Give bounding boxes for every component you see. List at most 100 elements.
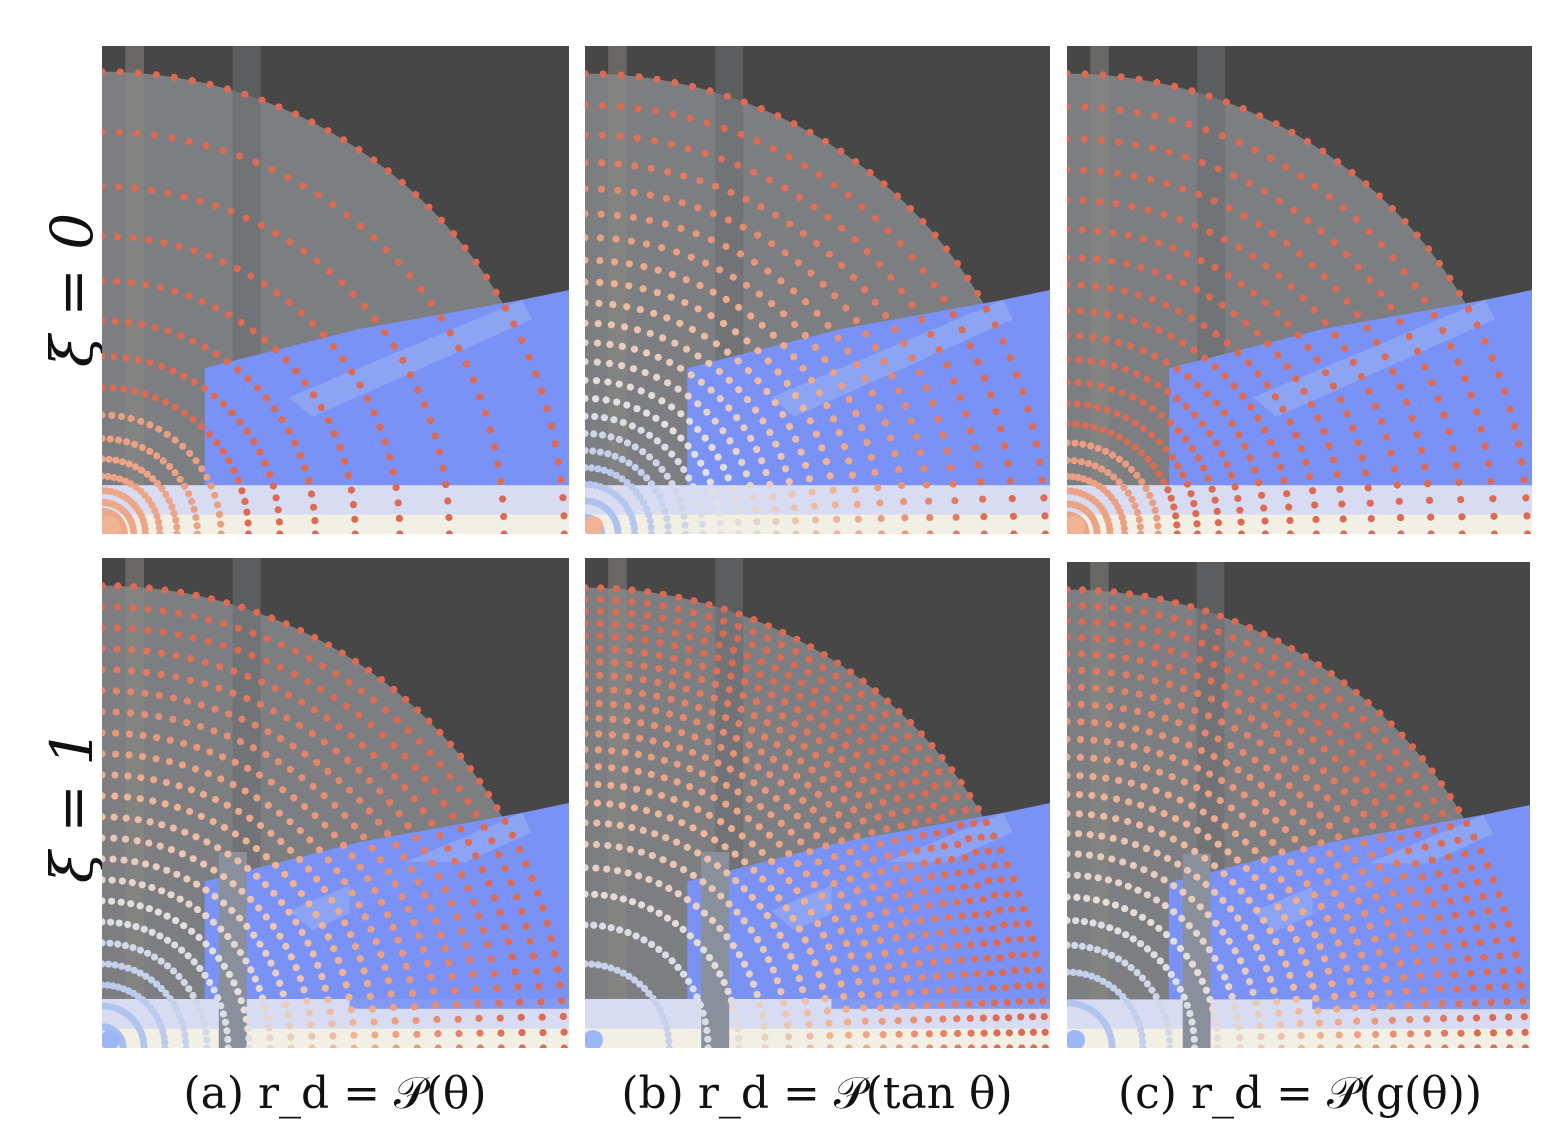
ray-sample-dot	[1121, 365, 1130, 374]
ray-sample-dot	[1172, 736, 1180, 744]
ray-sample-dot	[1077, 683, 1086, 691]
ray-sample-dot	[206, 80, 214, 88]
ray-sample-dot	[230, 667, 238, 675]
ray-sample-dot	[1490, 1044, 1498, 1048]
ray-sample-dot	[831, 292, 839, 300]
ray-sample-dot	[1222, 98, 1230, 106]
ray-sample-dot	[227, 207, 235, 216]
ray-sample-dot	[1188, 1018, 1196, 1026]
ray-sample-dot	[485, 880, 493, 888]
ray-sample-dot	[494, 460, 502, 468]
ray-sample-dot	[1133, 471, 1141, 479]
ray-sample-dot	[1138, 449, 1146, 457]
ray-sample-dot	[147, 186, 155, 194]
ray-sample-dot	[1308, 757, 1316, 765]
ray-sample-dot	[661, 1018, 669, 1026]
ray-sample-dot	[458, 927, 466, 935]
ray-sample-dot	[785, 748, 793, 757]
ray-sample-dot	[1363, 324, 1371, 332]
ray-sample-dot	[1233, 856, 1241, 864]
ray-sample-dot	[1288, 644, 1296, 653]
ray-sample-dot	[645, 216, 654, 224]
ray-sample-dot	[258, 678, 266, 686]
ray-sample-dot	[1155, 438, 1163, 446]
ray-sample-dot	[709, 288, 717, 296]
ray-sample-dot	[1123, 997, 1131, 1005]
ray-sample-dot	[941, 871, 949, 879]
ray-sample-dot	[781, 184, 789, 192]
ray-sample-dot	[111, 317, 119, 325]
ray-sample-dot	[1454, 358, 1462, 366]
ray-sample-dot	[1267, 438, 1275, 446]
ray-sample-dot	[445, 530, 453, 534]
ray-sample-dot	[729, 646, 737, 654]
ray-sample-dot	[1193, 530, 1201, 534]
ray-sample-dot	[954, 1029, 962, 1037]
ray-sample-dot	[737, 705, 745, 713]
ray-sample-dot	[111, 961, 119, 969]
ray-sample-dot	[1299, 294, 1307, 302]
ray-sample-dot	[1118, 722, 1126, 730]
ray-sample-dot	[1441, 883, 1449, 891]
ray-sample-dot	[172, 673, 180, 681]
ray-sample-dot	[149, 797, 157, 805]
ray-sample-dot	[823, 760, 831, 768]
ray-sample-dot	[518, 1029, 526, 1037]
ray-sample-dot	[391, 772, 399, 780]
ray-sample-dot	[853, 361, 861, 369]
ray-sample-dot	[157, 957, 165, 965]
ray-sample-dot	[1425, 496, 1434, 504]
ray-sample-dot	[631, 443, 639, 451]
ray-sample-dot	[931, 915, 939, 923]
ray-sample-dot	[1477, 425, 1485, 433]
ray-sample-dot	[750, 779, 758, 787]
ray-sample-dot	[594, 961, 602, 969]
ray-sample-dot	[592, 840, 600, 849]
ray-sample-dot	[1227, 471, 1236, 480]
ray-sample-dot	[616, 821, 624, 830]
ray-sample-dot	[171, 436, 179, 444]
ray-sample-dot	[1110, 362, 1118, 370]
ray-sample-dot	[855, 704, 863, 712]
ray-sample-dot	[884, 783, 892, 791]
ray-sample-dot	[1160, 478, 1168, 486]
ray-sample-dot	[1266, 975, 1274, 984]
ray-sample-dot	[1369, 770, 1377, 778]
ray-sample-dot	[1103, 738, 1111, 746]
ray-sample-dot	[782, 1010, 790, 1018]
ray-sample-dot	[1067, 871, 1071, 879]
ray-sample-dot	[702, 259, 710, 267]
ray-sample-dot	[1132, 370, 1141, 378]
ray-sample-dot	[1315, 1019, 1324, 1027]
ray-sample-dot	[464, 884, 472, 892]
ray-sample-dot	[830, 181, 838, 189]
ray-sample-dot	[919, 831, 927, 840]
ray-sample-dot	[612, 585, 620, 593]
ray-sample-dot	[1127, 964, 1135, 972]
ray-sample-dot	[1091, 462, 1099, 470]
ray-sample-dot	[1221, 683, 1229, 691]
ray-sample-dot	[1015, 890, 1023, 898]
ray-sample-dot	[1251, 847, 1259, 855]
ray-sample-dot	[585, 278, 589, 286]
ray-sample-dot	[1233, 1013, 1241, 1021]
ray-sample-dot	[725, 404, 733, 412]
ray-sample-dot	[560, 512, 568, 520]
ray-sample-dot	[1029, 422, 1037, 431]
ray-sample-dot	[1244, 359, 1252, 367]
ray-sample-dot	[805, 475, 813, 483]
ray-sample-dot	[940, 943, 948, 951]
ray-sample-dot	[694, 400, 702, 408]
ray-sample-dot	[585, 376, 589, 384]
ray-sample-dot	[851, 486, 859, 494]
ray-sample-dot	[1521, 1044, 1529, 1048]
ray-sample-dot	[176, 332, 185, 340]
ray-sample-dot	[683, 896, 691, 904]
ray-sample-dot	[306, 836, 314, 844]
ray-sample-dot	[508, 831, 517, 839]
ray-sample-dot	[694, 352, 702, 360]
ray-sample-dot	[350, 1031, 358, 1039]
ray-sample-dot	[102, 435, 106, 443]
ray-sample-dot	[626, 622, 634, 630]
ray-sample-dot	[1163, 697, 1171, 705]
